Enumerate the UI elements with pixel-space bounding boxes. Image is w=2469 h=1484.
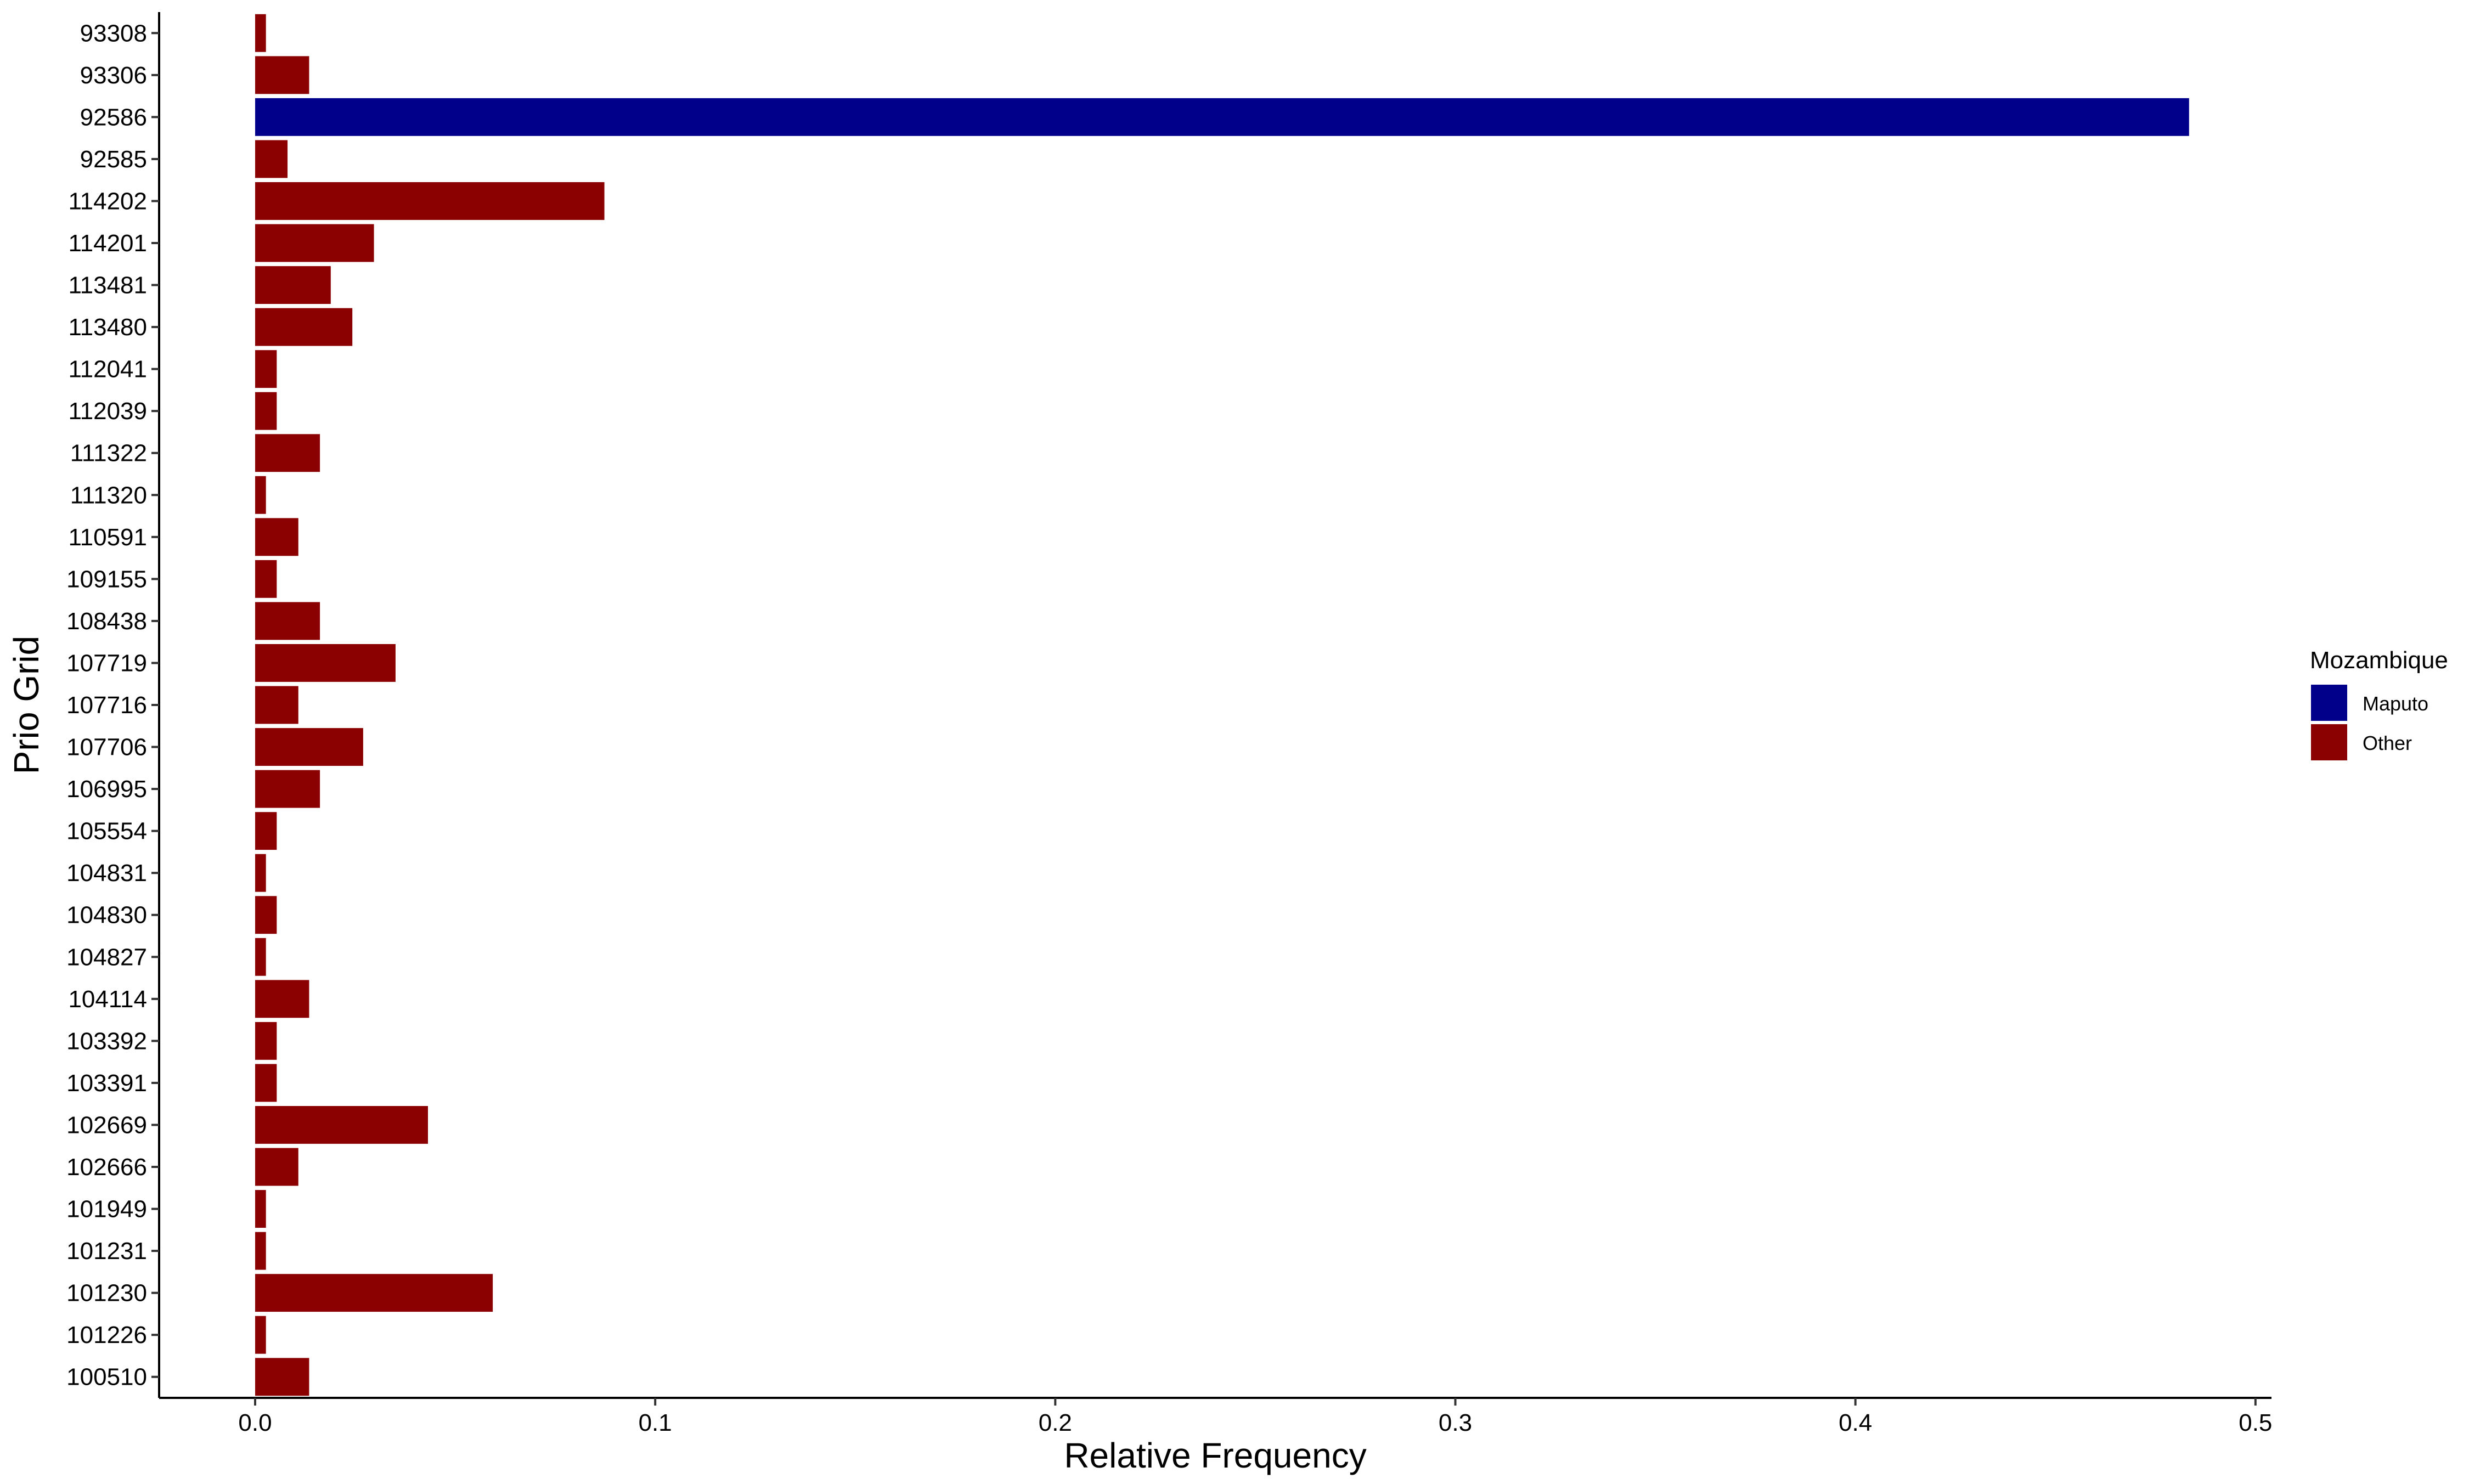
bar-101230	[255, 1274, 493, 1312]
bar-102666	[255, 1148, 298, 1186]
legend: Mozambique Maputo Other	[2310, 647, 2448, 760]
y-tick-label: 109155	[66, 566, 147, 593]
bar-112041	[255, 350, 277, 388]
bar-104830	[255, 896, 277, 934]
y-axis-title: Prio Grid	[7, 636, 46, 775]
y-tick-label: 104827	[66, 944, 147, 970]
bar-93306	[255, 56, 309, 94]
bar-107719	[255, 644, 396, 682]
bar-92586	[255, 98, 2189, 136]
y-tick-label: 112041	[68, 356, 147, 383]
legend-key-other	[2311, 724, 2347, 760]
y-tick-label: 113481	[68, 272, 147, 299]
y-tick-label: 103391	[66, 1070, 147, 1097]
y-tick-label: 104830	[66, 902, 147, 929]
y-tick-label: 92586	[80, 104, 147, 131]
y-tick-label: 102669	[66, 1111, 147, 1138]
y-tick-label: 101226	[66, 1322, 147, 1348]
y-tick-label: 103392	[66, 1028, 147, 1054]
x-tick-label: 0.5	[2239, 1409, 2272, 1436]
y-tick-label: 108438	[66, 608, 147, 635]
bar-104831	[255, 854, 266, 892]
x-tick-label: 0.0	[238, 1409, 272, 1436]
y-tick-label: 112039	[68, 398, 147, 425]
y-tick-label: 101231	[66, 1238, 147, 1265]
y-tick-label: 111322	[70, 440, 147, 467]
legend-label-maputo: Maputo	[2363, 692, 2428, 715]
y-ticks-layer: 93308 93306 92586 92585 114202 114201 113481 11…	[66, 20, 159, 1391]
bar-113480	[255, 308, 353, 346]
bar-93308	[255, 14, 266, 52]
bar-104114	[255, 980, 309, 1018]
x-tick-label: 0.4	[1839, 1409, 1872, 1436]
legend-title: Mozambique	[2310, 647, 2448, 674]
bars-layer	[255, 14, 2189, 1396]
bar-101231	[255, 1232, 266, 1270]
bar-103392	[255, 1022, 277, 1060]
bar-101226	[255, 1316, 266, 1354]
bar-114202	[255, 182, 605, 220]
x-tick-label: 0.3	[1439, 1409, 1472, 1436]
y-tick-label: 93308	[80, 20, 147, 47]
bar-101949	[255, 1190, 266, 1228]
bar-109155	[255, 560, 277, 598]
bar-105554	[255, 812, 277, 850]
bar-92585	[255, 140, 288, 178]
x-axis-title: Relative Frequency	[1064, 1436, 1366, 1475]
x-tick-label: 0.1	[639, 1409, 672, 1436]
legend-key-maputo	[2311, 685, 2347, 721]
bar-113481	[255, 266, 331, 304]
bar-107716	[255, 686, 298, 724]
y-tick-label: 113480	[68, 314, 147, 341]
y-tick-label: 114202	[68, 188, 147, 215]
bar-106995	[255, 770, 320, 808]
y-tick-label: 100510	[66, 1364, 147, 1391]
bar-108438	[255, 602, 320, 640]
bar-112039	[255, 392, 277, 430]
bar-111322	[255, 434, 320, 472]
x-tick-label: 0.2	[1039, 1409, 1072, 1436]
y-tick-label: 92585	[80, 146, 147, 173]
bar-111320	[255, 476, 266, 514]
y-tick-label: 105554	[66, 818, 147, 845]
bar-110591	[255, 518, 298, 556]
bar-100510	[255, 1358, 309, 1396]
y-tick-label: 114201	[68, 230, 147, 257]
y-tick-label: 107716	[66, 692, 147, 719]
bar-104827	[255, 938, 266, 976]
y-tick-label: 101949	[66, 1196, 147, 1223]
y-tick-label: 110591	[68, 524, 147, 551]
bar-114201	[255, 224, 374, 262]
y-tick-label: 102666	[66, 1154, 147, 1181]
y-tick-label: 101230	[66, 1280, 147, 1307]
bar-103391	[255, 1064, 277, 1102]
y-tick-label: 106995	[66, 776, 147, 803]
y-tick-label: 107719	[66, 650, 147, 676]
bar-107706	[255, 728, 363, 766]
y-tick-label: 104831	[66, 860, 147, 887]
y-tick-label: 107706	[66, 734, 147, 761]
x-ticks-layer: 0.0 0.1 0.2 0.3 0.4 0.5	[238, 1398, 2272, 1436]
y-tick-label: 93306	[80, 62, 147, 89]
y-tick-label: 104114	[68, 986, 147, 1013]
bar-102669	[255, 1106, 428, 1144]
y-tick-label: 111320	[70, 482, 147, 509]
legend-label-other: Other	[2363, 732, 2412, 754]
